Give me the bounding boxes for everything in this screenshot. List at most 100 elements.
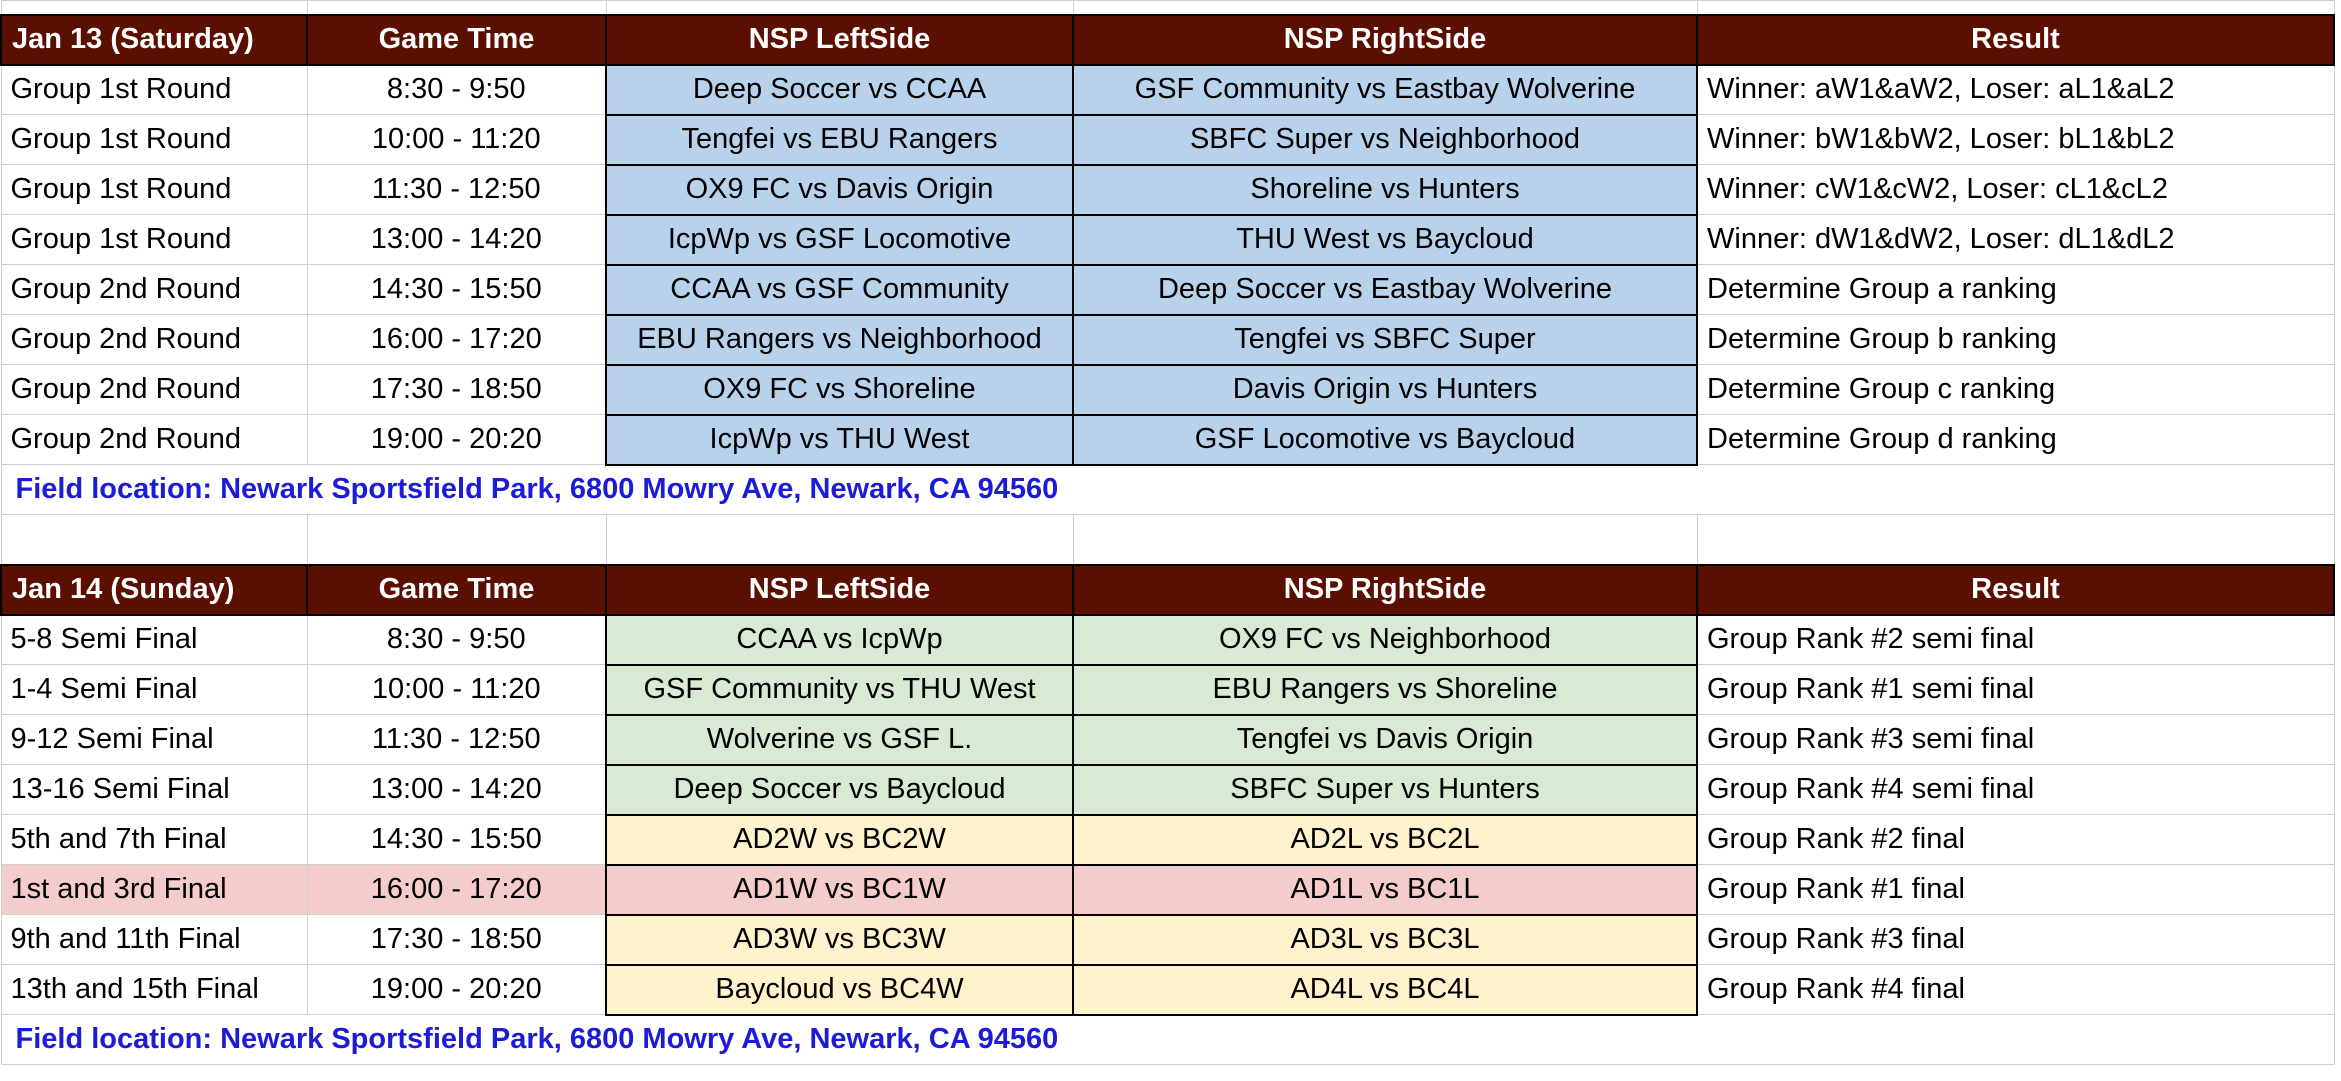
- result-cell[interactable]: Determine Group b ranking: [1696, 314, 2335, 365]
- round-cell[interactable]: 1-4 Semi Final: [0, 664, 308, 715]
- cell[interactable]: [1696, 514, 2335, 565]
- result-cell[interactable]: Group Rank #4 final: [1696, 964, 2335, 1015]
- round-cell[interactable]: Group 2nd Round: [0, 264, 308, 315]
- right-side-match-cell[interactable]: OX9 FC vs Neighborhood: [1072, 613, 1698, 666]
- field-location-saturday[interactable]: Field location: Newark Sportsfield Park,…: [0, 464, 1697, 515]
- round-cell[interactable]: Group 1st Round: [0, 164, 308, 215]
- result-cell[interactable]: Winner: dW1&dW2, Loser: dL1&dL2: [1696, 214, 2335, 265]
- left-side-match-cell[interactable]: EBU Rangers vs Neighborhood: [605, 313, 1074, 366]
- cell[interactable]: [0, 514, 308, 565]
- time-cell[interactable]: 19:00 - 20:20: [306, 964, 607, 1015]
- right-side-match-cell[interactable]: Tengfei vs Davis Origin: [1072, 713, 1698, 766]
- field-location-sunday[interactable]: Field location: Newark Sportsfield Park,…: [0, 1014, 1697, 1065]
- result-cell[interactable]: Group Rank #3 semi final: [1696, 714, 2335, 765]
- left-side-match-cell[interactable]: Wolverine vs GSF L.: [605, 713, 1074, 766]
- result-cell[interactable]: Winner: bW1&bW2, Loser: bL1&bL2: [1696, 114, 2335, 165]
- left-side-match-cell[interactable]: OX9 FC vs Shoreline: [605, 363, 1074, 416]
- time-cell[interactable]: 8:30 - 9:50: [306, 614, 607, 665]
- time-cell[interactable]: 14:30 - 15:50: [306, 264, 607, 315]
- time-cell[interactable]: 13:00 - 14:20: [306, 214, 607, 265]
- result-cell[interactable]: Determine Group d ranking: [1696, 414, 2335, 465]
- cell[interactable]: [605, 0, 1074, 15]
- left-side-match-cell[interactable]: IcpWp vs THU West: [605, 413, 1074, 466]
- left-side-header[interactable]: NSP LeftSide: [605, 13, 1074, 66]
- right-side-match-cell[interactable]: AD4L vs BC4L: [1072, 963, 1698, 1016]
- sunday-day-header[interactable]: Jan 14 (Sunday): [0, 563, 308, 616]
- right-side-header[interactable]: NSP RightSide: [1072, 563, 1698, 616]
- time-cell[interactable]: 11:30 - 12:50: [306, 164, 607, 215]
- round-cell[interactable]: 13-16 Semi Final: [0, 764, 308, 815]
- game-time-header[interactable]: Game Time: [306, 13, 607, 66]
- round-cell[interactable]: 9th and 11th Final: [0, 914, 308, 965]
- right-side-header[interactable]: NSP RightSide: [1072, 13, 1698, 66]
- result-cell[interactable]: Determine Group a ranking: [1696, 264, 2335, 315]
- result-header[interactable]: Result: [1696, 563, 2335, 616]
- left-side-match-cell[interactable]: OX9 FC vs Davis Origin: [605, 163, 1074, 216]
- right-side-match-cell[interactable]: EBU Rangers vs Shoreline: [1072, 663, 1698, 716]
- time-cell[interactable]: 16:00 - 17:20: [306, 314, 607, 365]
- left-side-match-cell[interactable]: Deep Soccer vs Baycloud: [605, 763, 1074, 816]
- left-side-match-cell[interactable]: AD3W vs BC3W: [605, 913, 1074, 966]
- time-cell[interactable]: 17:30 - 18:50: [306, 364, 607, 415]
- right-side-match-cell[interactable]: GSF Locomotive vs Baycloud: [1072, 413, 1698, 466]
- result-cell[interactable]: Determine Group c ranking: [1696, 364, 2335, 415]
- time-cell[interactable]: 10:00 - 11:20: [306, 114, 607, 165]
- right-side-match-cell[interactable]: THU West vs Baycloud: [1072, 213, 1698, 266]
- result-cell[interactable]: Group Rank #1 semi final: [1696, 664, 2335, 715]
- left-side-match-cell[interactable]: AD2W vs BC2W: [605, 813, 1074, 866]
- result-cell[interactable]: Group Rank #2 final: [1696, 814, 2335, 865]
- time-cell[interactable]: 17:30 - 18:50: [306, 914, 607, 965]
- left-side-match-cell[interactable]: IcpWp vs GSF Locomotive: [605, 213, 1074, 266]
- left-side-match-cell[interactable]: Tengfei vs EBU Rangers: [605, 113, 1074, 166]
- result-header[interactable]: Result: [1696, 13, 2335, 66]
- result-cell[interactable]: Group Rank #1 final: [1696, 864, 2335, 915]
- round-cell[interactable]: Group 2nd Round: [0, 414, 308, 465]
- right-side-match-cell[interactable]: Davis Origin vs Hunters: [1072, 363, 1698, 416]
- game-time-header[interactable]: Game Time: [306, 563, 607, 616]
- round-cell[interactable]: 9-12 Semi Final: [0, 714, 308, 765]
- time-cell[interactable]: 8:30 - 9:50: [306, 64, 607, 115]
- left-side-match-cell[interactable]: Baycloud vs BC4W: [605, 963, 1074, 1016]
- right-side-match-cell[interactable]: GSF Community vs Eastbay Wolverine: [1072, 63, 1698, 116]
- time-cell[interactable]: 14:30 - 15:50: [306, 814, 607, 865]
- round-cell[interactable]: Group 1st Round: [0, 64, 308, 115]
- left-side-header[interactable]: NSP LeftSide: [605, 563, 1074, 616]
- result-cell[interactable]: Winner: aW1&aW2, Loser: aL1&aL2: [1696, 64, 2335, 115]
- cell[interactable]: [1696, 0, 2335, 15]
- round-cell[interactable]: Group 1st Round: [0, 114, 308, 165]
- left-side-match-cell[interactable]: Deep Soccer vs CCAA: [605, 63, 1074, 116]
- cell[interactable]: [1697, 464, 2335, 515]
- round-cell[interactable]: 5th and 7th Final: [0, 814, 308, 865]
- left-side-match-cell[interactable]: CCAA vs GSF Community: [605, 263, 1074, 316]
- right-side-match-cell[interactable]: Tengfei vs SBFC Super: [1072, 313, 1698, 366]
- cell[interactable]: [0, 0, 308, 15]
- right-side-match-cell[interactable]: AD2L vs BC2L: [1072, 813, 1698, 866]
- round-cell[interactable]: Group 1st Round: [0, 214, 308, 265]
- cell[interactable]: [1072, 514, 1698, 565]
- time-cell[interactable]: 11:30 - 12:50: [306, 714, 607, 765]
- right-side-match-cell[interactable]: SBFC Super vs Neighborhood: [1072, 113, 1698, 166]
- left-side-match-cell[interactable]: CCAA vs IcpWp: [605, 613, 1074, 666]
- round-cell[interactable]: Group 2nd Round: [0, 364, 308, 415]
- cell[interactable]: [306, 0, 607, 15]
- time-cell[interactable]: 19:00 - 20:20: [306, 414, 607, 465]
- left-side-match-cell[interactable]: GSF Community vs THU West: [605, 663, 1074, 716]
- cell[interactable]: [306, 514, 607, 565]
- right-side-match-cell[interactable]: Deep Soccer vs Eastbay Wolverine: [1072, 263, 1698, 316]
- cell[interactable]: [1072, 0, 1698, 15]
- right-side-match-cell[interactable]: AD3L vs BC3L: [1072, 913, 1698, 966]
- round-cell[interactable]: 13th and 15th Final: [0, 964, 308, 1015]
- result-cell[interactable]: Group Rank #2 semi final: [1696, 614, 2335, 665]
- cell[interactable]: [1697, 1014, 2335, 1065]
- right-side-match-cell[interactable]: SBFC Super vs Hunters: [1072, 763, 1698, 816]
- time-cell[interactable]: 16:00 - 17:20: [306, 864, 607, 915]
- right-side-match-cell[interactable]: AD1L vs BC1L: [1072, 863, 1698, 916]
- left-side-match-cell[interactable]: AD1W vs BC1W: [605, 863, 1074, 916]
- round-cell[interactable]: 5-8 Semi Final: [0, 614, 308, 665]
- time-cell[interactable]: 13:00 - 14:20: [306, 764, 607, 815]
- round-cell[interactable]: 1st and 3rd Final: [0, 864, 308, 915]
- time-cell[interactable]: 10:00 - 11:20: [306, 664, 607, 715]
- result-cell[interactable]: Group Rank #4 semi final: [1696, 764, 2335, 815]
- result-cell[interactable]: Group Rank #3 final: [1696, 914, 2335, 965]
- cell[interactable]: [605, 514, 1074, 565]
